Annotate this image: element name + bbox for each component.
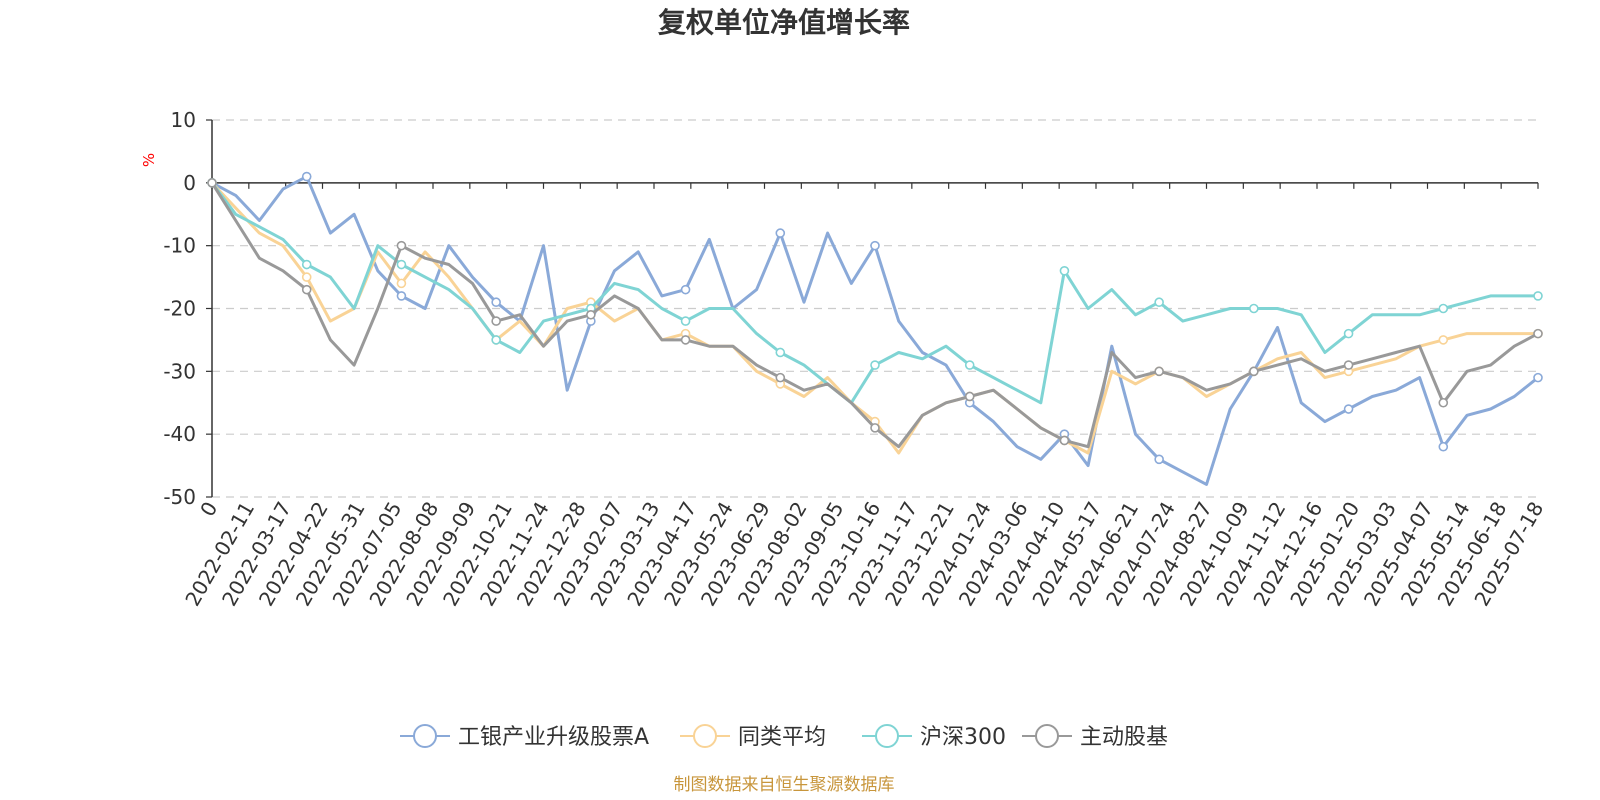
series-group (207, 178, 1543, 449)
series-point (1438, 303, 1449, 314)
x-tick-label: 0 (195, 498, 222, 521)
series-point (1438, 441, 1449, 452)
y-tick-label: -10 (163, 234, 196, 258)
series-point (491, 335, 501, 345)
legend-item[interactable]: 主动股基 (1022, 724, 1168, 750)
series-point (1249, 303, 1259, 314)
series-point (870, 360, 880, 370)
series-point (396, 291, 407, 301)
series-point (870, 423, 880, 433)
y-tick-label: -30 (163, 359, 196, 383)
y-axis-unit: % (140, 153, 158, 167)
axes: 100-10-20-30-40-5002022-02-112022-03-172… (163, 108, 1548, 610)
legend-label: 主动股基 (1080, 725, 1168, 750)
series-point (491, 297, 501, 308)
series-point (1154, 297, 1164, 308)
legend-item[interactable]: 工银产业升级股票A (400, 724, 649, 750)
series-point (1438, 335, 1449, 345)
series-point (870, 240, 880, 251)
series-point (491, 316, 501, 326)
series-point (964, 360, 975, 370)
gridlines (212, 119, 1538, 498)
series-point (1154, 454, 1164, 465)
legend-label: 工银产业升级股票A (458, 725, 649, 750)
series-point (775, 372, 786, 383)
y-tick-label: 10 (171, 108, 196, 132)
series-point (396, 259, 407, 270)
series-point (301, 171, 312, 182)
series-point (301, 284, 312, 295)
legend-item[interactable]: 沪深300 (862, 724, 1006, 750)
series-group (207, 178, 1543, 405)
series-point (586, 309, 596, 320)
legend-label: 沪深300 (920, 725, 1006, 750)
series-point (1438, 397, 1449, 408)
legend-label: 同类平均 (738, 725, 826, 750)
series-point (1249, 366, 1259, 377)
series-point (1059, 265, 1070, 276)
chart-title: 复权单位净值增长率 (658, 6, 910, 39)
legend-circle-icon (693, 724, 717, 748)
series-point (680, 284, 691, 295)
series-point (964, 391, 975, 402)
series-point (301, 259, 312, 270)
y-tick-label: 0 (183, 171, 196, 195)
series-point (207, 178, 217, 188)
series-point (1343, 328, 1354, 339)
series-line (210, 182, 1539, 449)
source-note: 制图数据来自恒生聚源数据库 (674, 775, 895, 795)
series-group (207, 171, 1543, 486)
y-tick-label: -50 (163, 485, 196, 509)
series-point (775, 228, 786, 238)
series-point (1533, 372, 1543, 383)
legend-item[interactable]: 同类平均 (680, 724, 826, 750)
series-point (396, 278, 407, 289)
series-line (211, 175, 1539, 486)
y-tick-label: -20 (163, 297, 196, 321)
series-point (775, 347, 786, 358)
legend-circle-icon (875, 724, 899, 748)
legend-circle-icon (413, 724, 437, 748)
series-lines (207, 171, 1543, 486)
series-point (680, 316, 691, 326)
series-point (680, 335, 691, 345)
series-point (1154, 366, 1164, 377)
series-point (1533, 328, 1543, 339)
legend[interactable]: 工银产业升级股票A 同类平均 沪深300 主动股基 (400, 724, 1168, 750)
legend-circle-icon (1035, 724, 1059, 748)
series-point (1059, 435, 1070, 446)
series-point (1343, 360, 1354, 370)
series-point (396, 240, 407, 251)
series-point (301, 272, 312, 282)
series-point (1343, 404, 1354, 414)
series-point (1533, 291, 1543, 301)
y-tick-label: -40 (163, 422, 196, 446)
